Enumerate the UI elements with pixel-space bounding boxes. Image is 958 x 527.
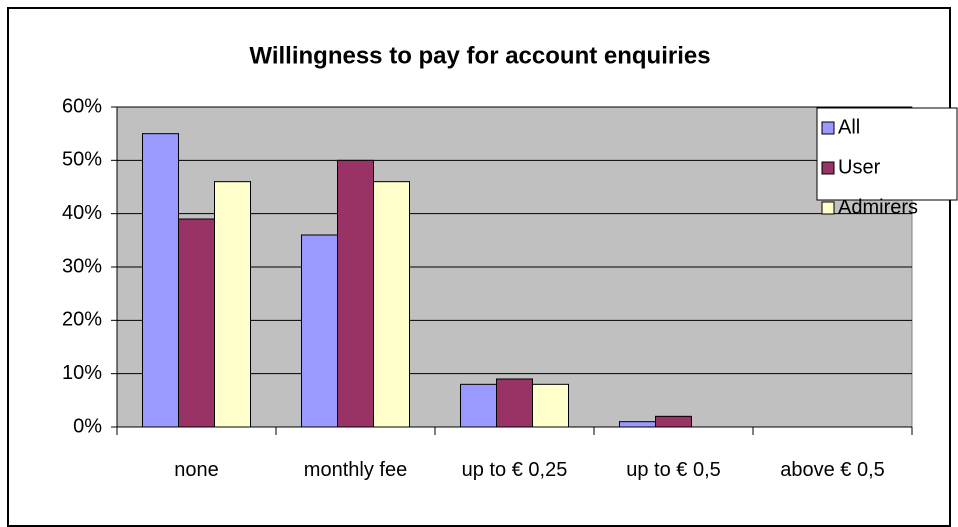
- x-tick-label: up to € 0,25: [461, 459, 568, 481]
- y-tick-label: 40%: [62, 202, 102, 224]
- legend-swatch: [821, 201, 835, 215]
- chart-title: Willingness to pay for account enquiries: [249, 42, 710, 69]
- legend-box: [816, 107, 958, 201]
- y-tick-label: 30%: [62, 255, 102, 277]
- bar: [460, 383, 497, 428]
- x-tick-label: up to € 0,5: [626, 459, 721, 481]
- bar: [496, 378, 533, 428]
- y-tick-label: 60%: [62, 95, 102, 117]
- legend-label: All: [838, 116, 860, 138]
- bar: [214, 181, 251, 428]
- bar: [532, 383, 569, 428]
- bar: [373, 181, 410, 428]
- y-tick-label: 50%: [62, 149, 102, 171]
- bar: [337, 159, 374, 428]
- legend-swatch: [821, 121, 835, 135]
- x-tick-label: monthly fee: [303, 459, 408, 481]
- legend-label: User: [838, 156, 881, 178]
- y-tick-label: 10%: [62, 362, 102, 384]
- y-tick-label: 20%: [62, 309, 102, 331]
- bar: [655, 415, 692, 428]
- bar: [178, 218, 215, 428]
- bar: [619, 421, 656, 428]
- x-tick-label: none: [174, 459, 219, 481]
- legend-swatch: [821, 161, 835, 175]
- y-tick-label: 0%: [73, 415, 102, 437]
- x-tick-label: above € 0,5: [780, 459, 885, 481]
- bar: [142, 133, 179, 428]
- legend-label: Admirers: [838, 196, 918, 218]
- bar: [301, 234, 338, 428]
